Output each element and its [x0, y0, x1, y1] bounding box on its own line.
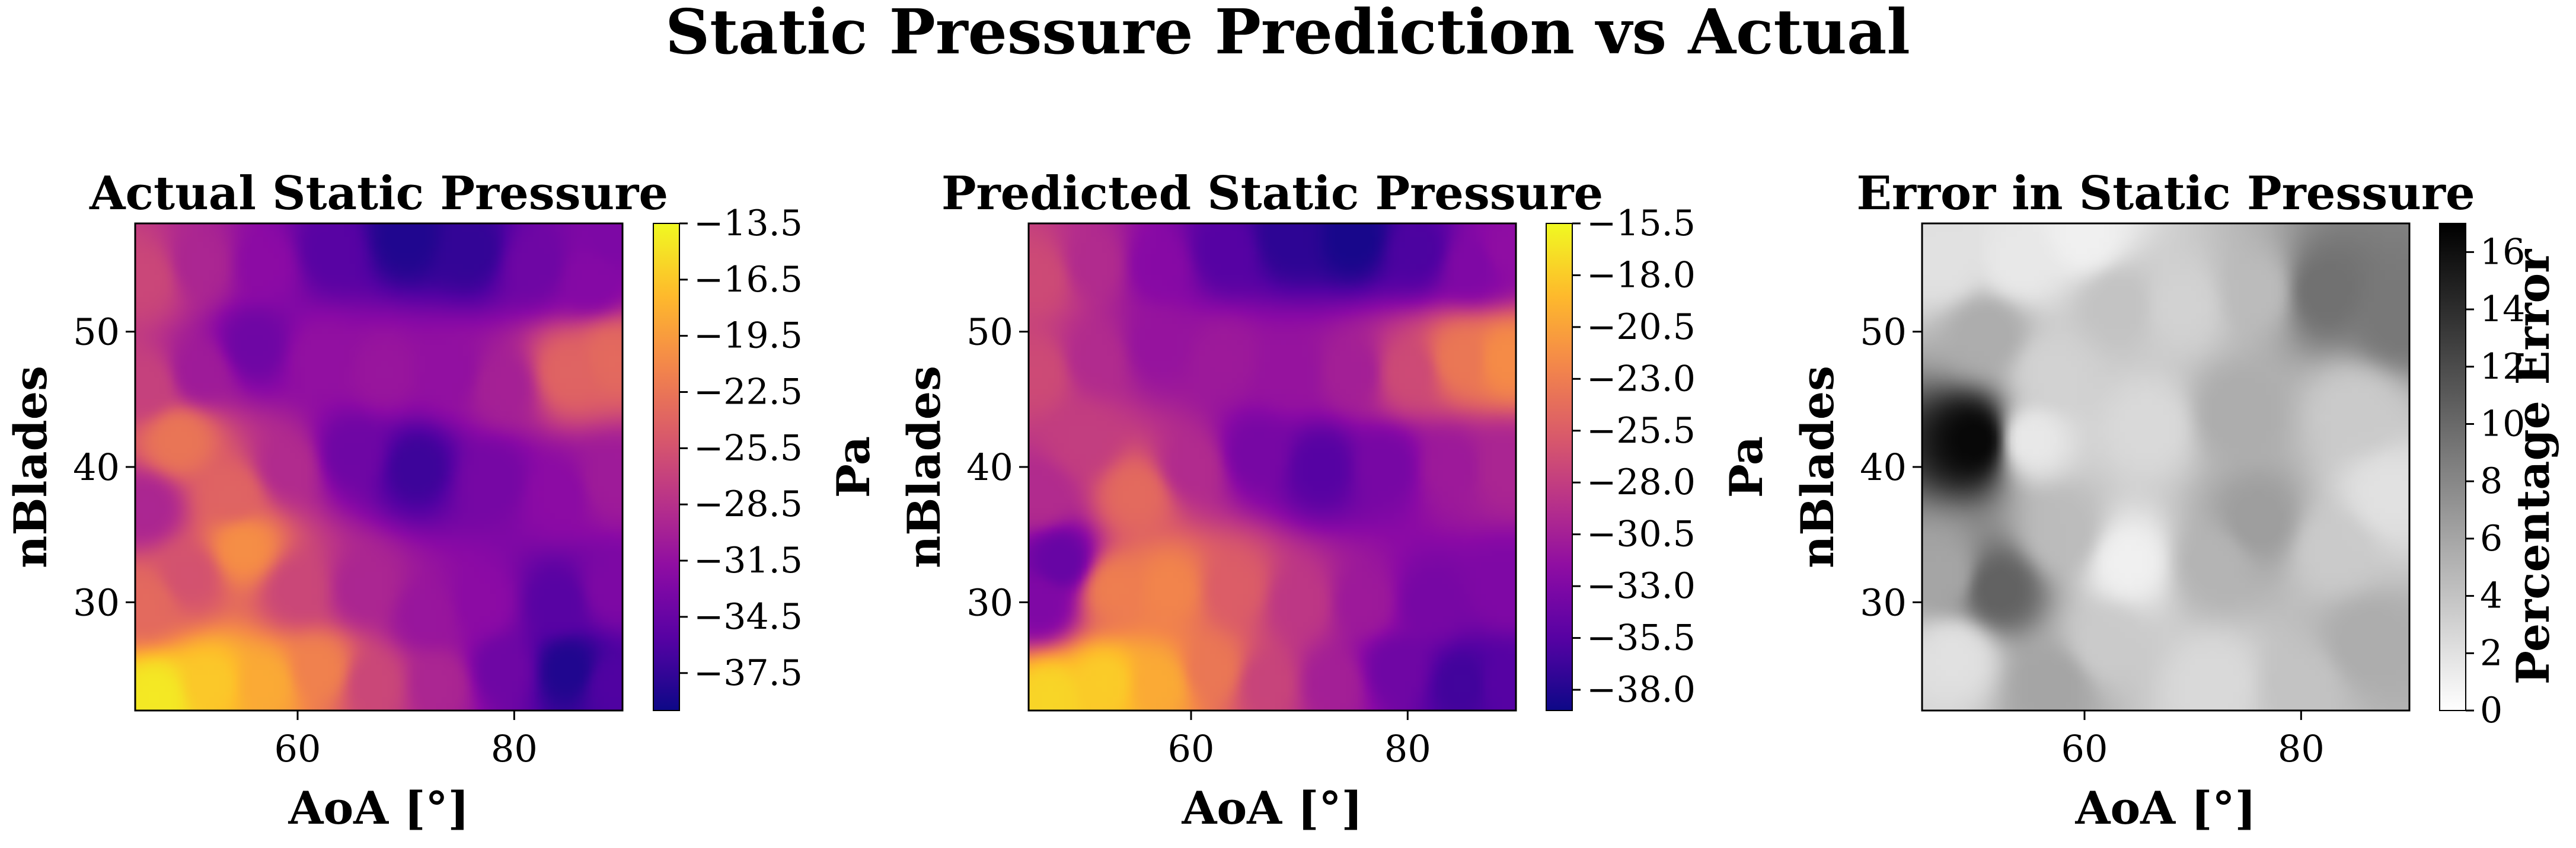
heatmap-2-field	[1029, 223, 1516, 711]
colorbar-tick-label: −31.5	[694, 540, 803, 581]
y-tick-label: 30	[1860, 581, 1907, 624]
colorbar-tick-label: 12	[2480, 346, 2525, 388]
y-axis-label-2: nBlades	[898, 366, 950, 568]
colorbar-2	[1546, 223, 1573, 711]
colorbar-label-3: Percentage Error	[2507, 249, 2559, 684]
y-tick-label: 40	[1860, 446, 1907, 489]
y-tick-label: 40	[966, 446, 1013, 489]
colorbar-tick-label: 10	[2480, 403, 2525, 444]
x-axis-label-1: AoA [°]	[288, 782, 469, 834]
colorbar-tick-label: −16.5	[694, 259, 803, 300]
colorbar-tick-label: −34.5	[694, 596, 803, 638]
colorbar-tick-label: −28.0	[1587, 462, 1696, 503]
x-tick-label: 80	[491, 727, 538, 770]
y-tick-label: 30	[73, 581, 120, 624]
colorbar-tick-label: 6	[2480, 518, 2502, 559]
colorbar-tick-label: −25.5	[694, 427, 803, 469]
x-tick-label: 60	[274, 727, 321, 770]
x-tick-label: 80	[2278, 727, 2325, 770]
colorbar-1	[653, 223, 680, 711]
y-tick-label: 50	[966, 311, 1013, 354]
colorbar-tick-label: 14	[2480, 289, 2525, 330]
panel-title-3: Error in Static Pressure	[1856, 167, 2475, 220]
y-tick-label: 50	[1860, 311, 1907, 354]
colorbar-tick-label: −18.0	[1587, 254, 1696, 296]
colorbar-tick-label: 4	[2480, 575, 2502, 617]
x-axis-label-3: AoA [°]	[2074, 782, 2256, 834]
colorbar-tick-label: −28.5	[694, 484, 803, 525]
x-axis-label-2: AoA [°]	[1181, 782, 1362, 834]
colorbar-tick-label: −33.0	[1587, 565, 1696, 607]
colorbar-tick-label: −35.5	[1587, 617, 1696, 659]
colorbar-tick-label: 2	[2480, 632, 2502, 674]
colorbar-tick-label: −37.5	[694, 652, 803, 694]
colorbar-tick-label: 16	[2480, 231, 2525, 273]
colorbar-tick-label: −38.0	[1587, 669, 1696, 711]
panel-title-2: Predicted Static Pressure	[941, 167, 1603, 220]
colorbar-label-1: Pa	[827, 436, 880, 498]
colorbar-3	[2439, 223, 2466, 711]
y-tick-label: 40	[73, 446, 120, 489]
x-tick-label: 60	[2061, 727, 2108, 770]
heatmap-3-field	[1922, 223, 2409, 711]
colorbar-tick-label: −19.5	[694, 315, 803, 357]
panel-title-1: Actual Static Pressure	[89, 167, 668, 220]
colorbar-tick-label: −25.5	[1587, 410, 1696, 452]
x-tick-label: 60	[1168, 727, 1215, 770]
y-axis-label-3: nBlades	[1791, 366, 1844, 568]
colorbar-tick-label: −13.5	[694, 203, 803, 244]
figure-title: Static Pressure Prediction vs Actual	[665, 0, 1910, 68]
heatmap-1-field	[135, 223, 623, 711]
colorbar-tick-label: −23.0	[1587, 358, 1696, 399]
colorbar-tick-label: −22.5	[694, 372, 803, 413]
x-tick-label: 80	[1384, 727, 1431, 770]
y-tick-label: 50	[73, 311, 120, 354]
colorbar-tick-label: 0	[2480, 690, 2502, 731]
colorbar-label-2: Pa	[1720, 436, 1773, 498]
colorbar-tick-label: −30.5	[1587, 514, 1696, 555]
y-tick-label: 30	[966, 581, 1013, 624]
colorbar-tick-label: −15.5	[1587, 203, 1696, 244]
colorbar-tick-label: 8	[2480, 460, 2502, 502]
colorbar-tick-label: −20.5	[1587, 306, 1696, 348]
y-axis-label-1: nBlades	[4, 366, 57, 568]
